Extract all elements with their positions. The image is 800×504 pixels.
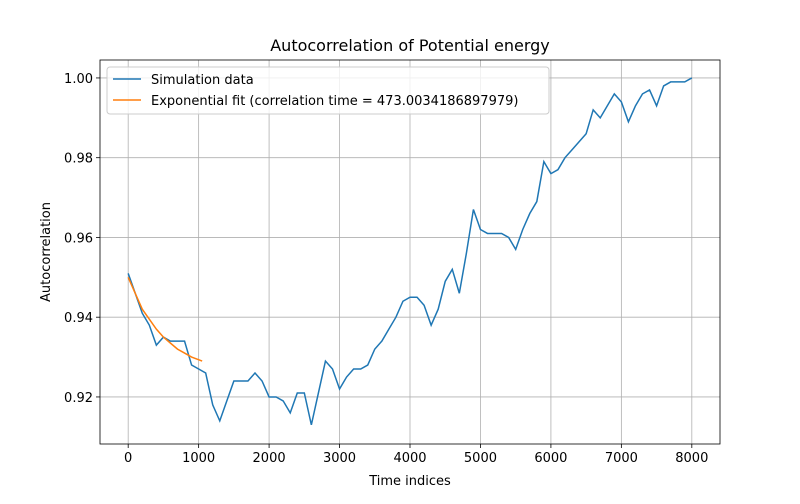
x-tick-label: 6000 [534, 451, 567, 466]
y-tick-label: 0.92 [64, 391, 93, 406]
x-tick-label: 0 [124, 451, 132, 466]
y-axis-label: Autocorrelation [39, 202, 54, 302]
x-tick-label: 3000 [323, 451, 356, 466]
y-tick-label: 0.98 [64, 152, 93, 167]
x-tick-label: 7000 [605, 451, 638, 466]
plot-frame [99, 59, 721, 445]
legend-label: Simulation data [151, 73, 254, 88]
x-tick-label: 5000 [464, 451, 497, 466]
chart-title: Autocorrelation of Potential energy [270, 36, 550, 55]
data-line [127, 277, 203, 362]
y-tick-label: 0.96 [64, 231, 93, 246]
x-axis-label: Time indices [368, 474, 451, 489]
data-line [127, 77, 693, 426]
legend-box [106, 66, 550, 115]
y-tick-label: 0.94 [64, 311, 93, 326]
x-tick-label: 1000 [182, 451, 215, 466]
y-tick-label: 1.00 [64, 72, 93, 87]
x-tick-label: 4000 [393, 451, 426, 466]
legend-label: Exponential fit (correlation time = 473.… [151, 94, 518, 109]
x-tick-label: 8000 [675, 451, 708, 466]
x-tick-label: 2000 [253, 451, 286, 466]
